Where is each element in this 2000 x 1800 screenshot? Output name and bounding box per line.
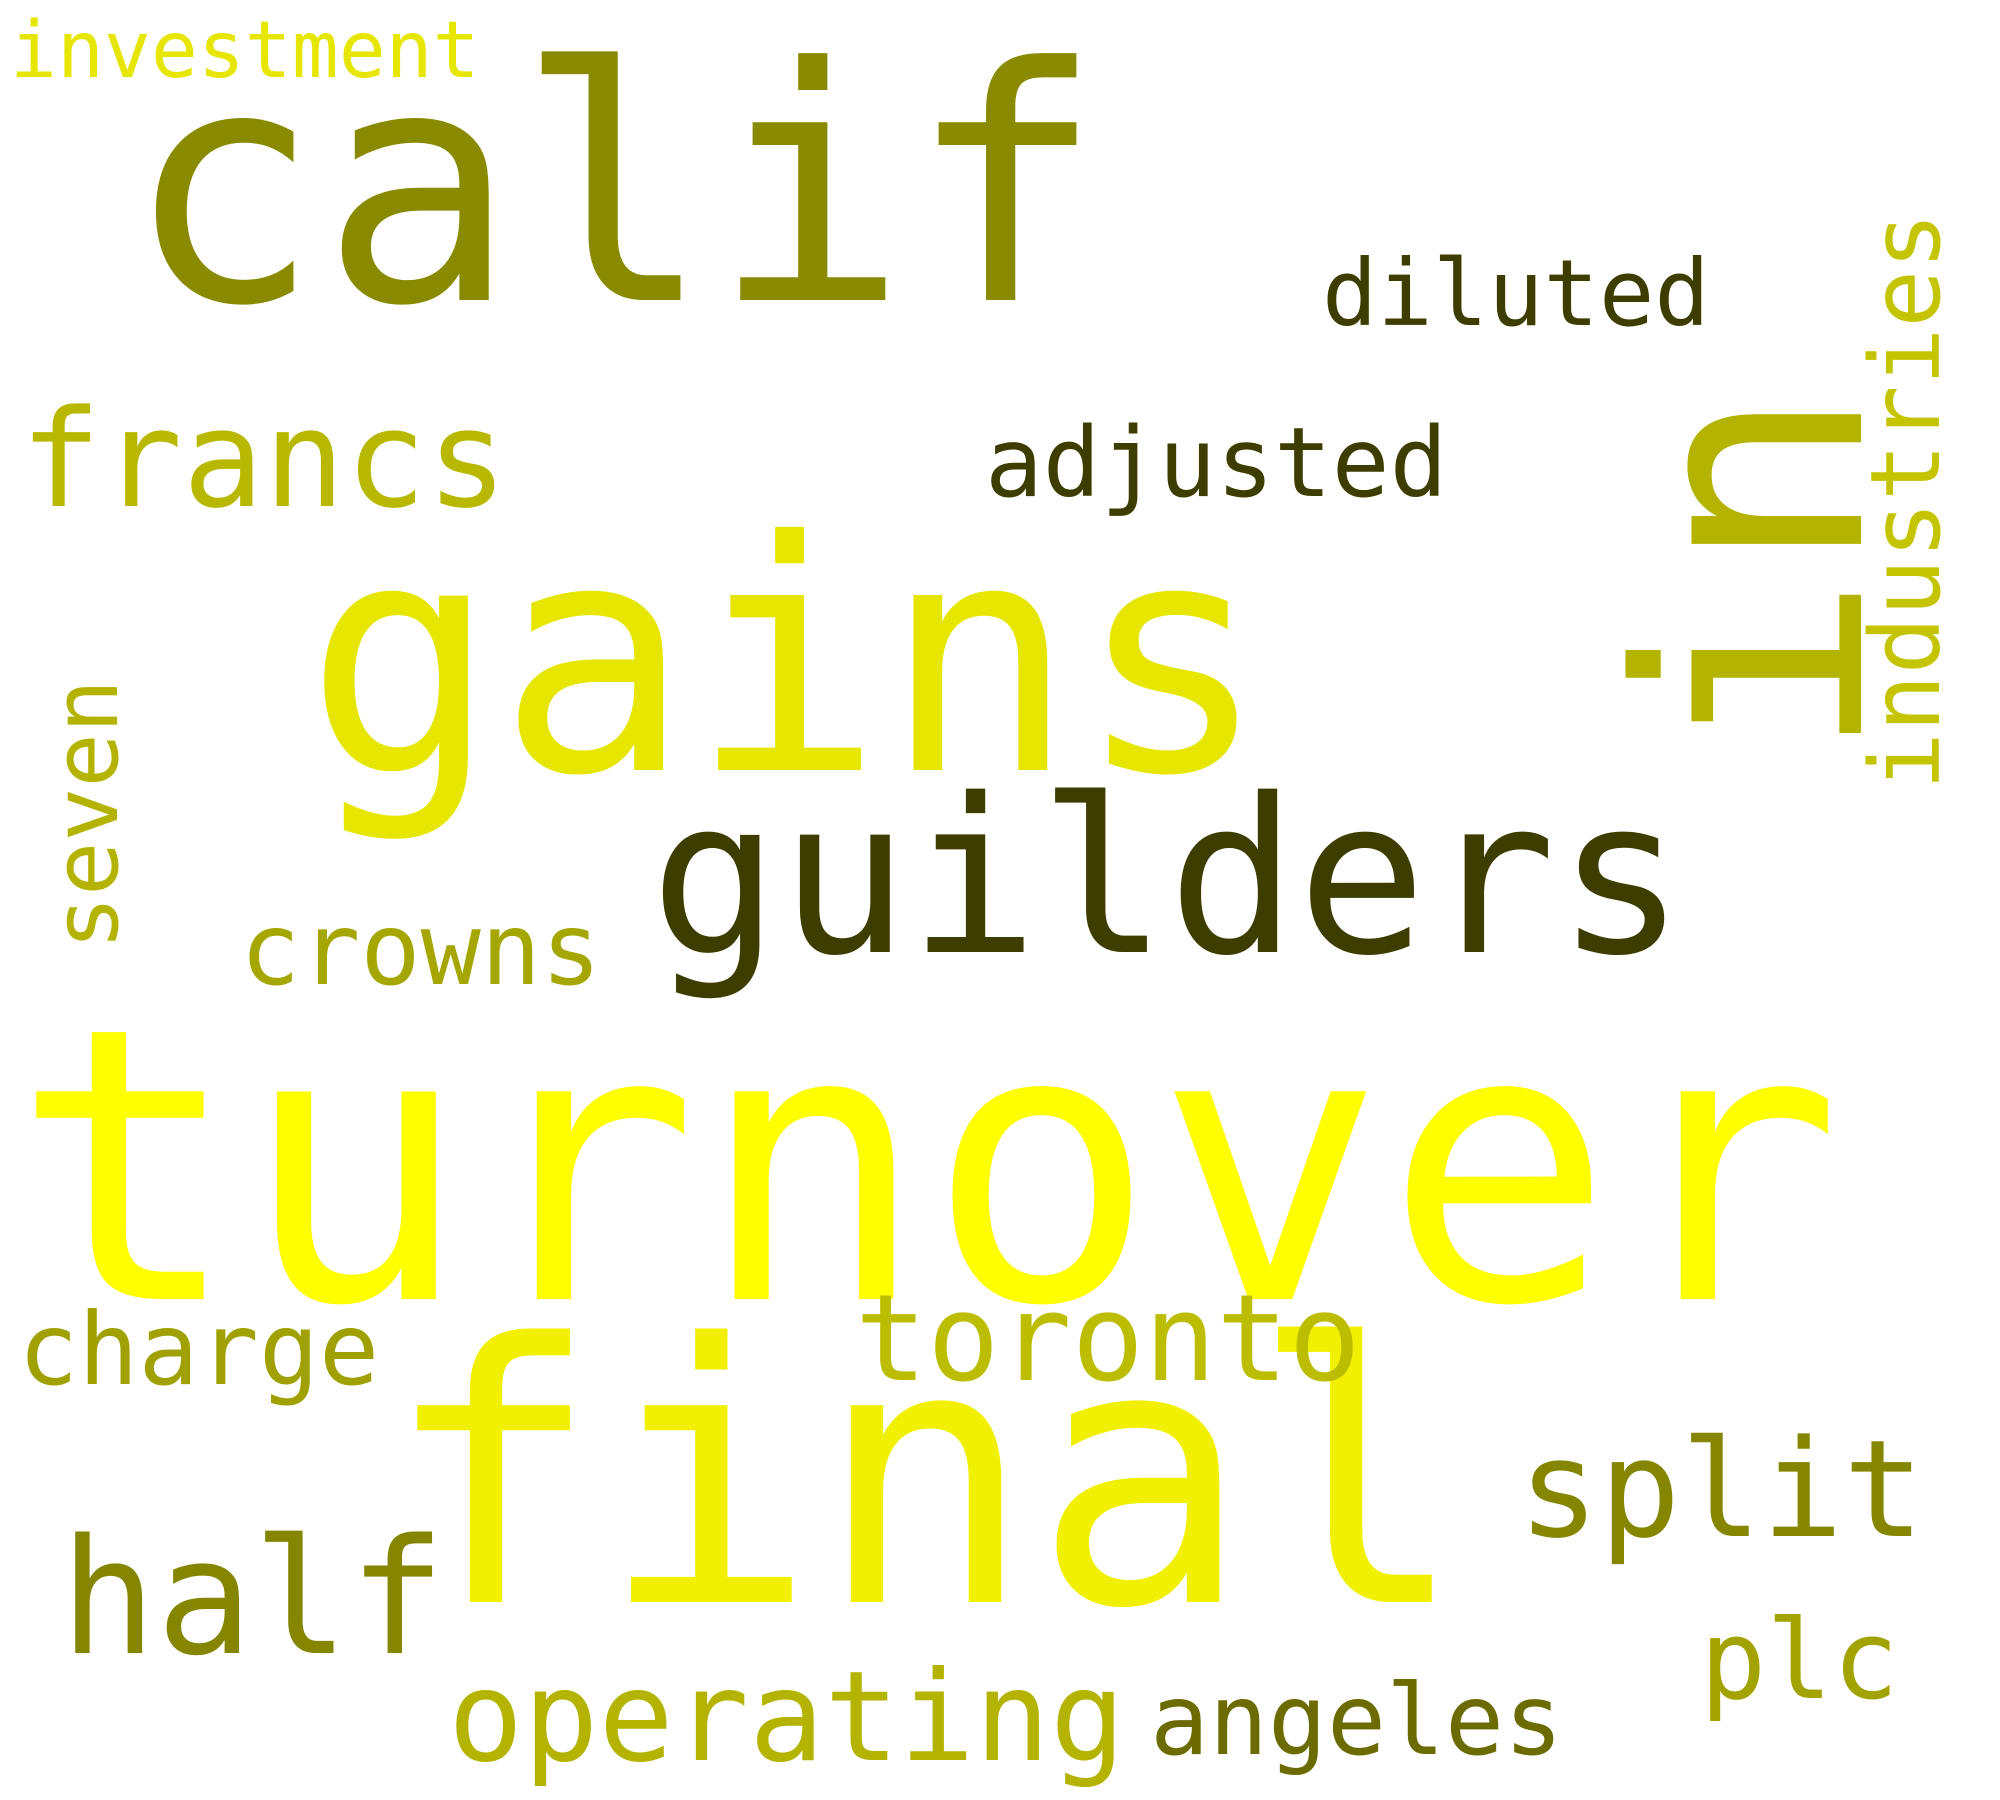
- word-toronto: toronto: [855, 1270, 1361, 1409]
- word-split: split: [1518, 1411, 1925, 1568]
- word-turnover: turnover: [12, 946, 1843, 1389]
- word-angeles: angeles: [1150, 1664, 1564, 1778]
- word-industries: industries: [1850, 212, 1962, 790]
- word-charge: charge: [18, 1291, 380, 1408]
- word-plc: plc: [1700, 1596, 1899, 1724]
- word-investment: investment: [10, 6, 480, 96]
- word-final: final: [383, 1268, 1467, 1687]
- word-gains: gains: [305, 474, 1269, 846]
- word-seven: seven: [34, 679, 139, 950]
- word-crowns: crowns: [240, 891, 602, 1008]
- word-diluted: diluted: [1322, 240, 1710, 347]
- word-guilders: guilders: [650, 752, 1686, 1003]
- word-francs: francs: [20, 381, 508, 538]
- word-calif: calif: [125, 0, 1104, 377]
- word-operating: operating: [448, 1645, 1126, 1790]
- word-adjusted: adjusted: [985, 407, 1448, 519]
- word-half: half: [60, 1504, 446, 1691]
